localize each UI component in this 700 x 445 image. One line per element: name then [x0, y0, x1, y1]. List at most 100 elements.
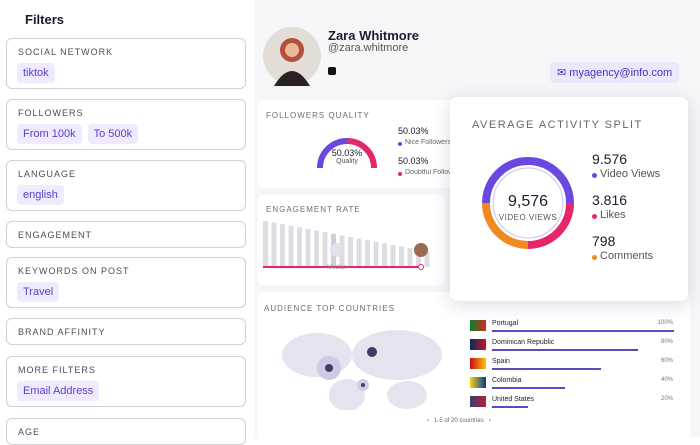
card-title: FOLLOWERS QUALITY [266, 111, 370, 120]
filter-label: BRAND AFFINITY [18, 327, 106, 337]
engagement-bar [322, 232, 328, 267]
filter-box[interactable]: MORE FILTERS Email Address [6, 356, 246, 407]
chip-row: tiktok [17, 63, 61, 83]
filter-label: FOLLOWERS [18, 108, 84, 118]
activity-dot [592, 173, 597, 178]
engagement-card: ENGAGEMENT RATE Median [257, 195, 445, 285]
country-bar [492, 406, 529, 408]
filter-box[interactable]: BRAND AFFINITY [6, 318, 246, 345]
activity-label: Likes [600, 209, 626, 221]
country-name: Spain [492, 358, 510, 365]
filter-box[interactable]: SOCIAL NETWORK tiktok [6, 38, 246, 89]
email: myagency@info.com [569, 67, 673, 79]
filter-label: SOCIAL NETWORK [18, 47, 114, 57]
flag [470, 377, 486, 388]
engagement-bar [424, 251, 430, 267]
card-title: ENGAGEMENT RATE [266, 205, 361, 214]
engagement-bar [263, 221, 268, 267]
chip-row: Travel [17, 282, 65, 302]
filter-label: ENGAGEMENT [18, 230, 93, 240]
email-button[interactable]: ✉ myagency@info.com [550, 62, 680, 83]
country-percent: 40% [660, 377, 673, 383]
sidebar-title: Filters [25, 12, 65, 27]
country-bar [492, 387, 565, 389]
country-percent: 100% [657, 320, 673, 326]
activity-donut [482, 157, 574, 249]
followers-quality-card: FOLLOWERS QUALITY 50.03% Quality 50.03% N… [257, 100, 455, 188]
engagement-bar [271, 222, 277, 267]
filter-label: AGE [18, 427, 41, 437]
pagination-text: 1-5 of 20 countries [434, 418, 484, 424]
tiktok-icon [328, 67, 336, 75]
engagement-bar [288, 225, 294, 267]
country-bar [492, 330, 674, 332]
chip-row: Email Address [17, 381, 105, 401]
engagement-bar [314, 230, 319, 267]
filter-chip: To 500k [87, 124, 139, 144]
flag [470, 339, 486, 350]
activity-value: 798 [592, 233, 616, 249]
activity-label: VIDEO VIEWS [498, 213, 558, 222]
engagement-bar [382, 243, 387, 267]
filter-label: KEYWORDS ON POST [18, 266, 130, 276]
country-percent: 80% [660, 339, 673, 345]
avatar [263, 27, 321, 86]
engagement-bar [365, 240, 370, 267]
filter-label: LANGUAGE [18, 169, 77, 179]
country-name: Colombia [492, 377, 522, 384]
flag [470, 396, 486, 407]
chip-row: From 100k To 500k [17, 124, 144, 144]
legend-label: Doubtful Followers [405, 169, 455, 176]
filter-box[interactable]: KEYWORDS ON POST Travel [6, 257, 246, 308]
activity-value: 9.576 [592, 151, 628, 167]
engagement-bar [390, 245, 396, 267]
engagement-bar [373, 241, 379, 267]
engagement-bar [280, 224, 285, 267]
legend-dot [398, 142, 402, 146]
engagement-bar [297, 227, 302, 267]
legend-value: 50.03% [398, 156, 429, 166]
card-title: AUDIENCE TOP COUNTRIES [264, 304, 395, 313]
filter-chip: tiktok [17, 63, 55, 83]
legend-dot [398, 172, 402, 176]
filter-box[interactable]: FOLLOWERS From 100k To 500k [6, 99, 246, 150]
flag [470, 320, 486, 331]
country-percent: 20% [660, 396, 673, 402]
filter-box[interactable]: LANGUAGE english [6, 160, 246, 211]
filter-chip: From 100k [17, 124, 82, 144]
country-name: Portugal [492, 320, 519, 327]
country-bar [492, 368, 602, 370]
median-marker [330, 243, 344, 257]
engagement-chart [263, 221, 430, 270]
quality-value: 50.03% [331, 148, 363, 158]
country-name: United States [492, 396, 535, 403]
filter-chip: english [17, 185, 64, 205]
activity-dot [592, 214, 597, 219]
flag [470, 358, 486, 369]
profile-marker [414, 243, 428, 257]
country-percent: 60% [660, 358, 673, 364]
engagement-bar [305, 229, 311, 267]
pagination: ‹ 1-5 of 20 countries › [427, 418, 491, 424]
filter-box[interactable]: AGE [6, 418, 246, 445]
quality-label: Quality [336, 158, 358, 165]
filter-chip: Travel [17, 282, 60, 302]
activity-split-card: AVERAGE ACTIVITY SPLIT 9,576 VIDEO VIEWS… [450, 97, 688, 301]
engagement-bar [416, 249, 421, 267]
activity-value: 3.816 [592, 192, 628, 208]
country-bar [492, 349, 638, 351]
card-title: AVERAGE ACTIVITY SPLIT [472, 119, 643, 131]
profile-handle: @zara.whitmore [328, 42, 409, 54]
engagement-bar [348, 237, 353, 267]
engagement-bar [399, 246, 404, 267]
filter-label: MORE FILTERS [18, 365, 96, 375]
engagement-bar [356, 238, 362, 267]
end-dot [418, 264, 424, 270]
country-name: Dominican Republic [492, 339, 555, 346]
filter-box[interactable]: ENGAGEMENT [6, 221, 246, 248]
activity-label: Video Views [600, 168, 661, 180]
chip-row: english [17, 185, 70, 205]
activity-label: Comments [600, 250, 654, 262]
legend-label: Nice Followers [405, 139, 451, 146]
activity-value: 9,576 [507, 193, 549, 210]
